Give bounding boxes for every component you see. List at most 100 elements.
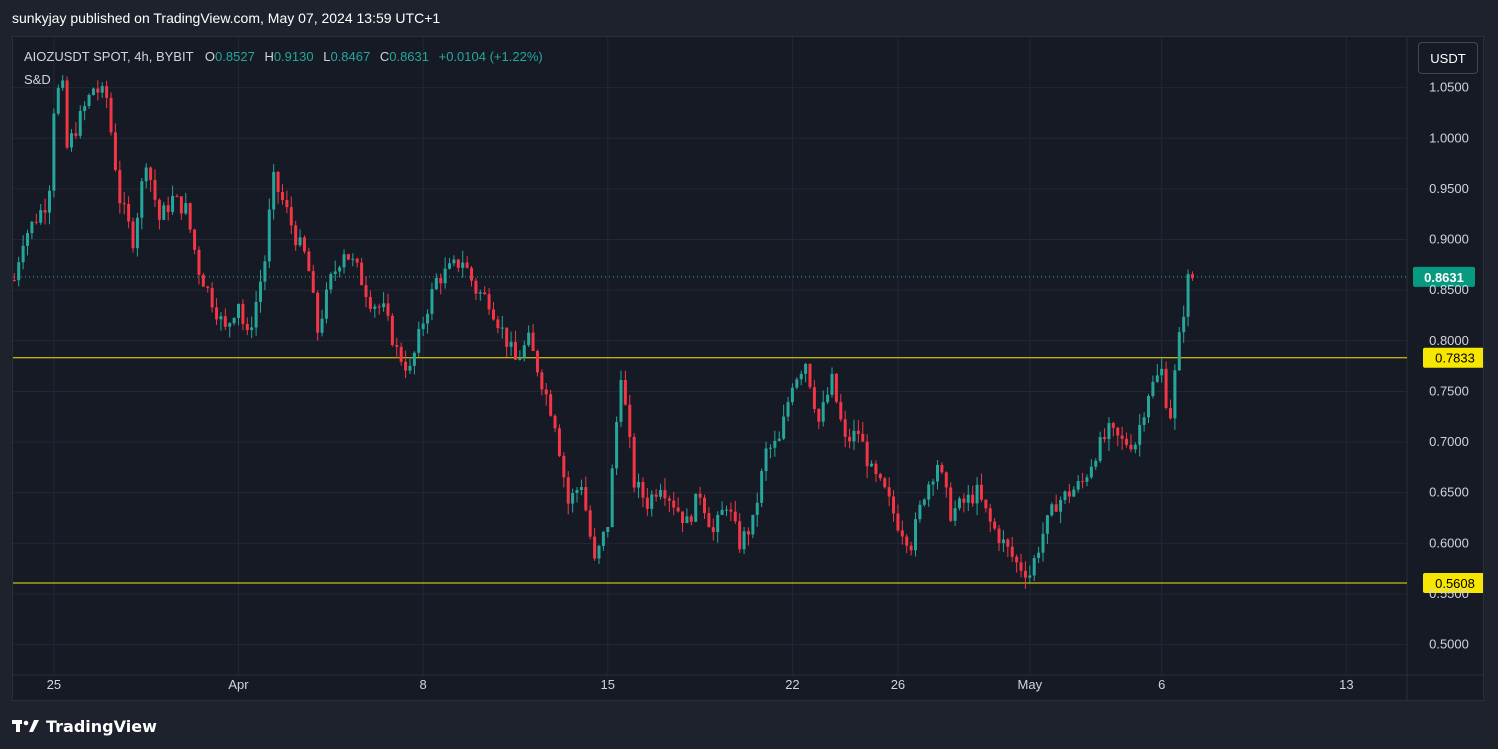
candle-body [122, 203, 126, 205]
candle-body [716, 514, 720, 533]
candle-body [188, 203, 192, 230]
candle-body [105, 86, 109, 98]
candle-body [254, 302, 258, 328]
candle-body [399, 346, 403, 362]
candle-body [637, 481, 641, 488]
candle-body [566, 477, 570, 504]
candle-body [804, 363, 808, 374]
candle-body [474, 280, 478, 294]
candle-body [61, 80, 65, 88]
candle-body [1094, 460, 1098, 467]
candle-body [1160, 368, 1164, 376]
currency-button[interactable]: USDT [1418, 42, 1478, 74]
candle-body [1129, 444, 1133, 450]
candle-body [984, 499, 988, 509]
candle-body [219, 316, 223, 320]
close-label: C [379, 49, 390, 64]
candle-body [927, 484, 931, 500]
candle-body [575, 489, 579, 493]
y-tick-label: 0.7500 [1429, 383, 1469, 398]
candle-body [826, 394, 830, 403]
last-price-label: 0.8631 [1424, 270, 1464, 285]
candle-body [685, 516, 689, 524]
candle-body [329, 274, 333, 290]
candle-body [272, 171, 276, 210]
candle-body [1006, 539, 1010, 547]
candle-body [962, 498, 966, 503]
candle-body [30, 221, 34, 234]
candle-body [56, 87, 60, 114]
candle-body [1059, 500, 1063, 512]
tradingview-logo-icon [12, 720, 39, 732]
symbol-legend: AIOZUSDT SPOT, 4h, BYBIT O0.8527 H0.9130… [24, 49, 543, 64]
price-change: +0.0104 (+1.22%) [438, 49, 543, 64]
candle-body [971, 494, 975, 504]
y-tick-label: 0.9500 [1429, 181, 1469, 196]
candle-body [496, 319, 500, 329]
candle-body [1028, 575, 1032, 578]
candle-body [979, 484, 983, 500]
candle-body [522, 345, 526, 358]
candle-body [645, 497, 649, 509]
candle-body [817, 408, 821, 422]
candle-body [13, 280, 16, 282]
indicator-name[interactable]: S&D [24, 72, 51, 87]
y-tick-label: 0.8500 [1429, 282, 1469, 297]
candle-body [597, 545, 601, 559]
candle-body [201, 274, 205, 287]
candle-body [641, 481, 645, 498]
candle-body [676, 507, 680, 512]
candle-body [232, 318, 236, 324]
candle-body [724, 509, 728, 511]
candle-body [659, 490, 663, 497]
candle-body [584, 487, 588, 511]
candle-body [144, 167, 148, 182]
candle-body [487, 293, 491, 310]
candle-body [900, 530, 904, 537]
y-tick-label: 0.9000 [1429, 232, 1469, 247]
candle-body [294, 225, 298, 246]
price-chart[interactable]: 0.7833 0.5608 0.8631 0.5000 0.5500 0.6000 0.6… [13, 37, 1483, 700]
candle-body [491, 309, 495, 320]
candle-body [223, 316, 227, 327]
candle-body [931, 481, 935, 485]
candle-body [856, 430, 860, 434]
candle-body [430, 289, 434, 314]
x-tick-label: 6 [1158, 677, 1165, 692]
candle-body [478, 292, 482, 294]
candle-body [654, 494, 658, 497]
candle-body [549, 394, 553, 416]
candle-body [237, 303, 241, 319]
candle-body [593, 536, 597, 559]
candle-body [404, 361, 408, 371]
x-tick-label: Apr [228, 677, 249, 692]
candles [13, 75, 1194, 589]
candle-body [140, 181, 144, 218]
candle-body [267, 209, 271, 262]
candle-body [311, 271, 315, 293]
candle-body [795, 379, 799, 388]
candle-body [83, 106, 87, 112]
candle-body [1085, 477, 1089, 482]
candle-body [1147, 396, 1151, 418]
candle-body [91, 88, 95, 95]
candle-body [944, 472, 948, 488]
candle-body [922, 499, 926, 505]
candle-body [689, 516, 693, 522]
candle-body [777, 438, 781, 441]
candle-body [553, 415, 557, 429]
chart-panel[interactable]: 0.7833 0.5608 0.8631 0.5000 0.5500 0.6000 0.6… [12, 36, 1484, 701]
candle-body [179, 196, 183, 214]
candle-body [751, 514, 755, 535]
candle-body [17, 262, 21, 281]
candle-body [1041, 533, 1045, 553]
candle-body [153, 179, 157, 200]
low-value: 0.8467 [330, 49, 371, 64]
tradingview-logo: TradingView [12, 715, 157, 737]
candle-body [386, 303, 390, 316]
candle-body [610, 468, 614, 528]
candle-body [298, 237, 302, 246]
y-tick-label: 0.6500 [1429, 485, 1469, 500]
candle-body [535, 351, 539, 373]
candle-body [1001, 539, 1005, 544]
